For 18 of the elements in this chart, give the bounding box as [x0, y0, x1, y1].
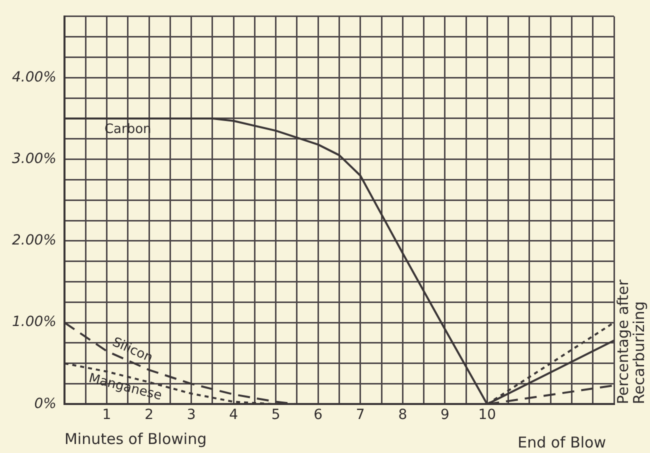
- x-tick-label: 7: [356, 407, 365, 424]
- x-tick-label: 4: [229, 407, 238, 424]
- text: End of Blow: [518, 433, 606, 452]
- x-tick-label: 5: [271, 407, 280, 424]
- y-tick-label: 0%: [34, 396, 56, 412]
- y-tick-label: 3.00%: [12, 150, 56, 167]
- x-tick-label: 6: [314, 407, 323, 424]
- x-tick-label: 8: [398, 407, 408, 424]
- x-tick-label: 1: [102, 407, 112, 424]
- annotation: Percentage after Recarburizing: [614, 278, 648, 404]
- y-tick-label: 1.00%: [12, 314, 56, 330]
- x-tick-label: 2: [144, 407, 154, 424]
- y-tick-label: 2.00%: [12, 232, 56, 249]
- x-tick-label: 3: [186, 407, 196, 424]
- x-tick-label: 10: [478, 407, 496, 424]
- x-tick-label: 9: [440, 407, 450, 424]
- x-axis-title: Minutes of Blowing: [64, 430, 207, 448]
- y-tick-label: 4.00%: [12, 69, 56, 86]
